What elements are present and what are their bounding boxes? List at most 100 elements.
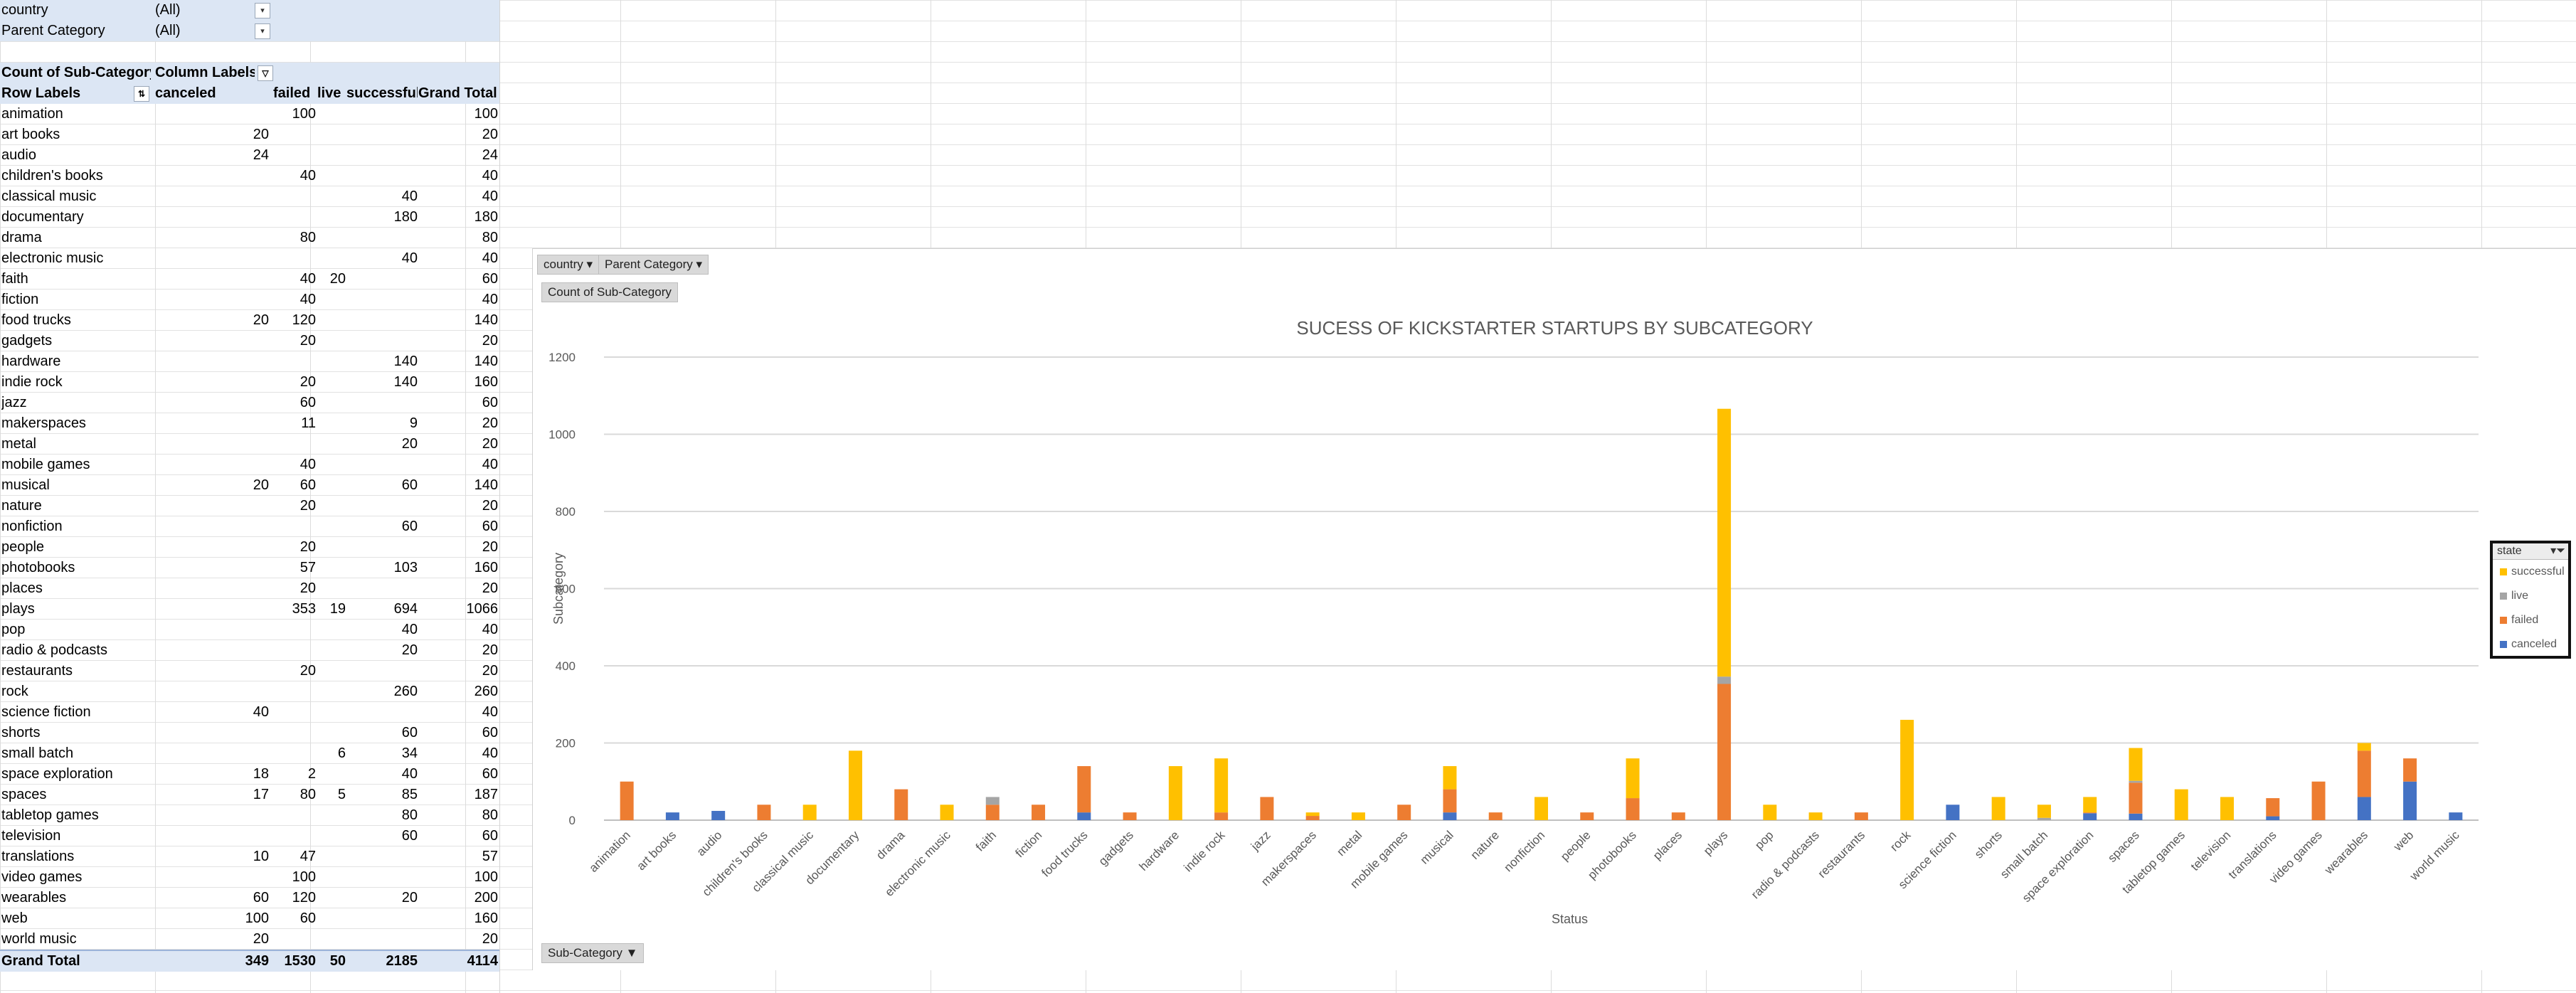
cell-total: 40 (482, 745, 498, 761)
bar-canceled (665, 812, 679, 820)
cell-live (317, 372, 346, 393)
cell-failed: 40 (300, 168, 316, 184)
cell-total: 20 (482, 663, 498, 679)
cell-total: 20 (482, 931, 498, 947)
bar-canceled (2083, 813, 2097, 820)
legend-header[interactable]: state ▾⏷ (2493, 543, 2568, 560)
cell-canceled (155, 681, 269, 702)
filter-dropdown-country[interactable]: ▾ (255, 3, 270, 18)
cell-live: 19 (329, 601, 346, 617)
table-row: hardware 140 140 (0, 351, 499, 372)
bar-successful (802, 805, 817, 820)
bar-failed (1717, 684, 1732, 820)
cell-successful: 20 (401, 436, 418, 452)
cell-total: 180 (474, 209, 498, 225)
table-row: web 100 60 160 (0, 908, 499, 929)
legend-item-canceled[interactable]: canceled (2493, 632, 2568, 657)
bar-successful (1808, 812, 1823, 820)
cell-failed: 20 (300, 374, 316, 390)
y-axis-title: Subcategory (551, 553, 566, 625)
cell-canceled (155, 826, 269, 846)
cell-failed (273, 640, 316, 661)
table-row: video games 100 100 (0, 867, 499, 888)
filter-value-parent-category: (All) (155, 23, 181, 38)
cell-successful: 80 (401, 807, 418, 823)
legend-item-live[interactable]: live (2493, 584, 2568, 608)
table-row: electronic music 40 40 (0, 248, 499, 269)
row-label: faith (1, 271, 28, 287)
y-tick-label: 1200 (548, 351, 576, 364)
table-row: mobile games 40 40 (0, 455, 499, 475)
x-tick-label: pop (1752, 828, 1776, 851)
pivot-chart[interactable]: country ▾ Parent Category ▾ Count of Sub… (532, 248, 2576, 970)
row-label: web (1, 910, 28, 926)
table-row: food trucks 20 120 140 (0, 310, 499, 331)
cell-live (317, 826, 346, 846)
x-tick-label: spaces (2105, 828, 2142, 865)
cell-successful: 60 (401, 477, 418, 493)
cell-total: 20 (482, 436, 498, 452)
row-label: indie rock (1, 374, 63, 390)
cell-total: 60 (482, 828, 498, 844)
cell-canceled (155, 434, 269, 455)
row-label: spaces (1, 787, 47, 802)
cell-total: 40 (482, 704, 498, 720)
cell-failed: 47 (300, 849, 316, 864)
filter-label-parent-category: Parent Category (1, 23, 105, 38)
cell-canceled (155, 186, 269, 207)
bar-canceled (1077, 812, 1091, 820)
row-label: mobile games (1, 457, 90, 472)
bar-successful (1214, 758, 1229, 813)
cell-failed: 353 (292, 601, 316, 617)
filter-dropdown-parent-category[interactable]: ▾ (255, 23, 270, 39)
cell-failed: 40 (300, 457, 316, 472)
row-label: space exploration (1, 766, 113, 782)
bar-failed (1580, 812, 1594, 820)
cell-failed (273, 248, 316, 269)
cell-live (317, 867, 346, 888)
row-labels-sort-filter-icon[interactable]: ⇅ (134, 86, 149, 102)
bar-failed (1123, 812, 1137, 820)
cell-successful: 140 (393, 354, 418, 369)
chart-legend[interactable]: state ▾⏷ successful live failed canceled (2490, 541, 2571, 659)
cell-live (317, 310, 346, 331)
cell-successful (346, 661, 418, 681)
cell-live (317, 104, 346, 124)
axis-field-button[interactable]: Sub-Category ▼ (541, 943, 645, 963)
cell-failed (273, 351, 316, 372)
cell-successful (346, 104, 418, 124)
x-tick-label: web (2390, 828, 2416, 854)
cell-successful: 40 (401, 766, 418, 782)
cell-canceled (155, 805, 269, 826)
row-label: restaurants (1, 663, 73, 679)
column-labels-filter-icon[interactable]: ▽ (258, 65, 273, 81)
cell-total: 20 (482, 333, 498, 349)
chart-filter-parent-category-button[interactable]: Parent Category ▾ (598, 255, 709, 275)
cell-successful: 103 (393, 560, 418, 575)
bar-canceled (2129, 813, 2143, 820)
legend-swatch (2500, 568, 2507, 575)
legend-item-successful[interactable]: successful (2493, 560, 2568, 584)
cell-canceled: 10 (253, 849, 269, 864)
cell-canceled (155, 620, 269, 640)
value-field-button[interactable]: Count of Sub-Category (541, 282, 678, 302)
row-label: musical (1, 477, 50, 493)
bar-failed (1214, 812, 1229, 820)
x-tick-label: drama (874, 828, 908, 862)
x-tick-label: gadgets (1096, 828, 1136, 868)
pivot-corner-label: Count of Sub-Category (1, 65, 151, 80)
bar-canceled (2266, 816, 2280, 820)
legend-item-failed[interactable]: failed (2493, 608, 2568, 632)
cell-successful: 9 (409, 415, 418, 431)
chart-filter-country-label: country (544, 257, 583, 271)
cell-live (317, 475, 346, 496)
cell-total: 260 (474, 684, 498, 699)
chart-filter-country-button[interactable]: country ▾ (537, 255, 600, 275)
cell-failed: 120 (292, 890, 316, 906)
table-row: radio & podcasts 20 20 (0, 640, 499, 661)
cell-total: 40 (482, 168, 498, 184)
cell-live (317, 661, 346, 681)
cell-canceled (155, 743, 269, 764)
cell-total: 60 (482, 725, 498, 740)
bar-successful (2083, 797, 2097, 813)
